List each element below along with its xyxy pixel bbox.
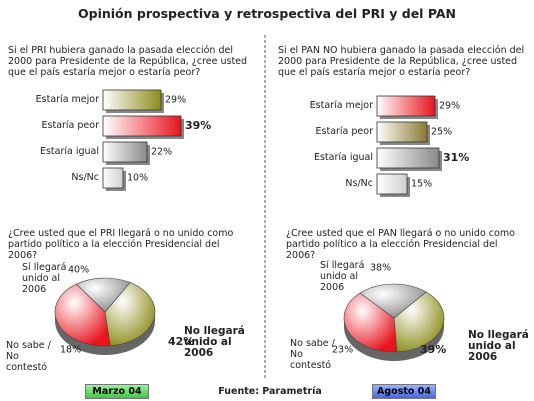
category-label: Estaría igual <box>39 146 99 157</box>
pie-slice <box>393 291 445 353</box>
category-label: Estaría igual <box>313 152 373 163</box>
category-label: Estaría mejor <box>309 100 373 111</box>
slice-label: No llegará unido al 2006 <box>184 325 245 359</box>
value-label: 31% <box>443 151 469 164</box>
category-label: Estaría peor <box>315 126 373 137</box>
value-label: 42% <box>168 335 194 348</box>
value-label: 22% <box>151 147 172 158</box>
pie-slice <box>104 282 156 347</box>
period-tag: Marzo 04 <box>85 384 149 399</box>
bar <box>102 89 162 111</box>
page-title: Opinión prospectiva y retrospectiva del … <box>78 6 456 21</box>
bar <box>376 121 428 143</box>
value-label: 29% <box>165 95 186 106</box>
slice-label: No llegará unido al 2006 <box>468 329 529 363</box>
value-label: 25% <box>431 127 452 138</box>
value-label: 18% <box>60 345 81 356</box>
bar <box>102 167 124 189</box>
question: Si el PRI hubiera ganado la pasada elecc… <box>8 45 248 78</box>
pie-slice <box>343 292 398 353</box>
pie-slice <box>54 283 111 347</box>
period-tag: Agosto 04 <box>372 384 436 399</box>
value-label: 39% <box>185 119 211 132</box>
pie-slice <box>75 277 131 313</box>
slice-label: No sabe / No contestó <box>290 338 335 371</box>
value-label: 23% <box>332 345 353 356</box>
source: Fuente: Parametría <box>218 386 322 397</box>
value-label: 29% <box>439 101 460 112</box>
value-label: 38% <box>370 263 391 274</box>
slice-label: Sí llegará unido al 2006 <box>320 260 365 293</box>
pie-slice <box>359 283 427 319</box>
question: ¿Cree usted que el PAN llegará o no unid… <box>286 228 515 261</box>
category-label: Ns/Nc <box>345 178 373 189</box>
value-label: 39% <box>420 343 446 356</box>
bar <box>102 141 148 163</box>
question: ¿Cree usted que el PRI llegará o no unid… <box>8 228 234 261</box>
slice-label: No sabe / No contestó <box>6 340 51 373</box>
category-label: Estaría mejor <box>35 94 99 105</box>
category-label: Ns/Nc <box>71 172 99 183</box>
bar <box>376 173 408 195</box>
question: Si el PAN NO hubiera ganado la pasada el… <box>278 45 525 78</box>
bar <box>376 147 440 169</box>
value-label: 10% <box>127 173 148 184</box>
bar <box>376 95 436 117</box>
bar <box>102 115 182 137</box>
value-label: 15% <box>411 179 432 190</box>
category-label: Estaría peor <box>41 120 99 131</box>
value-label: 40% <box>68 265 89 276</box>
slice-label: Sí llegará unido al 2006 <box>22 262 67 295</box>
